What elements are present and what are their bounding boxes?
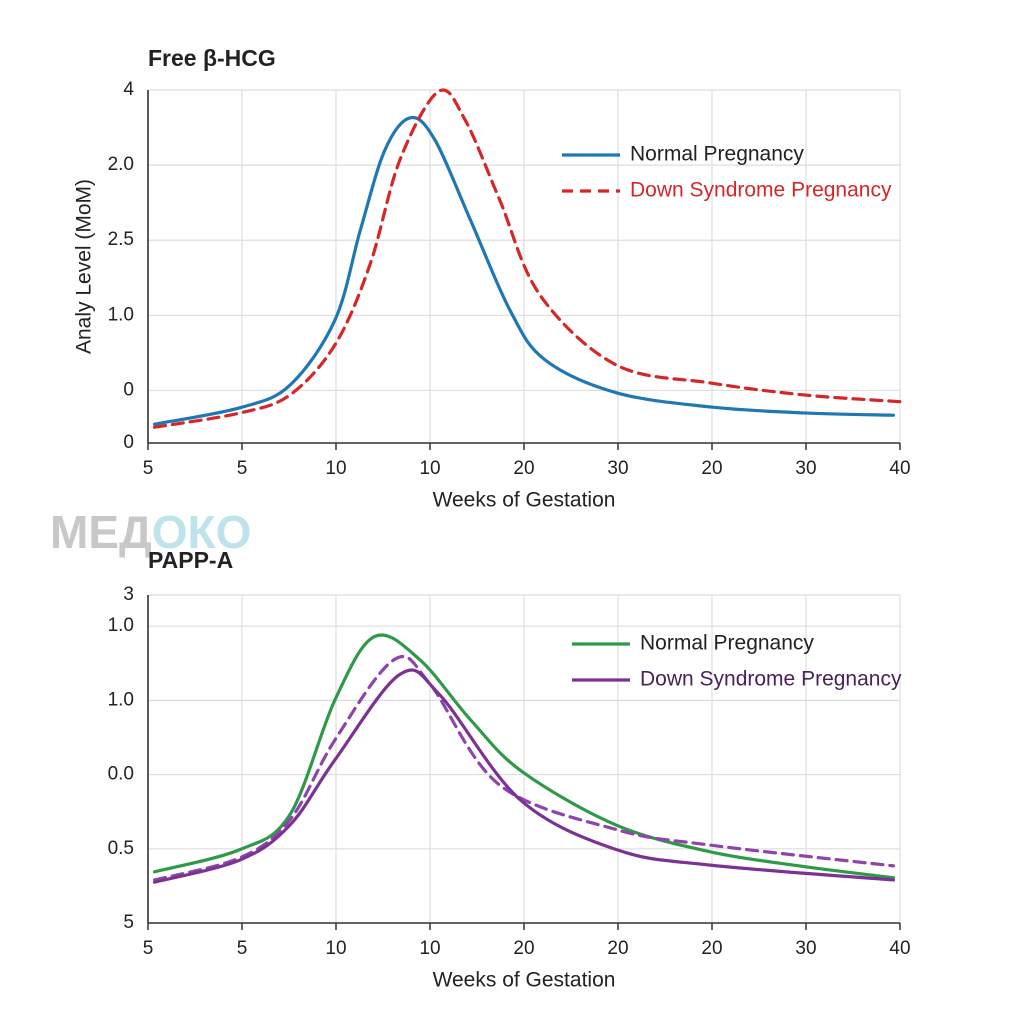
y-tick-label: 5 [123,912,134,933]
x-tick-label: 10 [325,458,346,479]
y-axis-label: Analy Level (MoM) [73,179,96,354]
y-tick-label: 0 [123,432,134,453]
x-axis-label: Weeks of Gestation [433,969,616,992]
data-line [152,88,902,429]
x-tick-label: 30 [607,458,628,479]
y-tick-label: 4 [123,79,134,100]
x-tick-label: 5 [143,458,154,479]
y-tick-label: 1.0 [108,689,134,710]
x-tick-label: 10 [419,938,440,959]
data-line [152,668,896,884]
x-tick-label: 20 [513,938,534,959]
legend-label: Normal Pregnancy [640,632,814,655]
watermark: МЕДОКО [50,506,251,558]
data-line [152,115,896,426]
x-tick-label: 5 [237,938,248,959]
legend-label: Down Syndrome Pregnancy [640,668,902,691]
chart-title: PAPP-A [148,547,233,573]
y-tick-label: 3 [123,584,134,605]
x-tick-label: 40 [889,938,910,959]
y-tick-label: 0.5 [108,838,134,859]
chart-title: Free β-HCG [148,45,276,71]
legend-label: Down Syndrome Pregnancy [630,179,892,202]
data-line [152,633,896,880]
x-tick-label: 5 [143,938,154,959]
y-tick-label: 2.5 [108,229,134,250]
x-tick-label: 20 [701,938,722,959]
x-tick-label: 20 [701,458,722,479]
x-tick-label: 30 [795,938,816,959]
y-tick-label: 0 [123,379,134,400]
y-tick-label: 1.0 [108,304,134,325]
x-tick-label: 30 [795,458,816,479]
data-line [152,654,896,882]
x-axis-label: Weeks of Gestation [433,489,616,512]
x-tick-label: 5 [237,458,248,479]
x-tick-label: 10 [419,458,440,479]
x-tick-label: 20 [513,458,534,479]
y-tick-label: 0.0 [108,764,134,785]
watermark-part: МЕД [50,506,152,558]
legend-label: Normal Pregnancy [630,143,804,166]
x-tick-label: 20 [607,938,628,959]
y-tick-label: 2.0 [108,154,134,175]
x-tick-label: 10 [325,938,346,959]
y-tick-label: 1.0 [108,615,134,636]
watermark-part: ОКО [152,506,252,558]
x-tick-label: 40 [889,458,910,479]
